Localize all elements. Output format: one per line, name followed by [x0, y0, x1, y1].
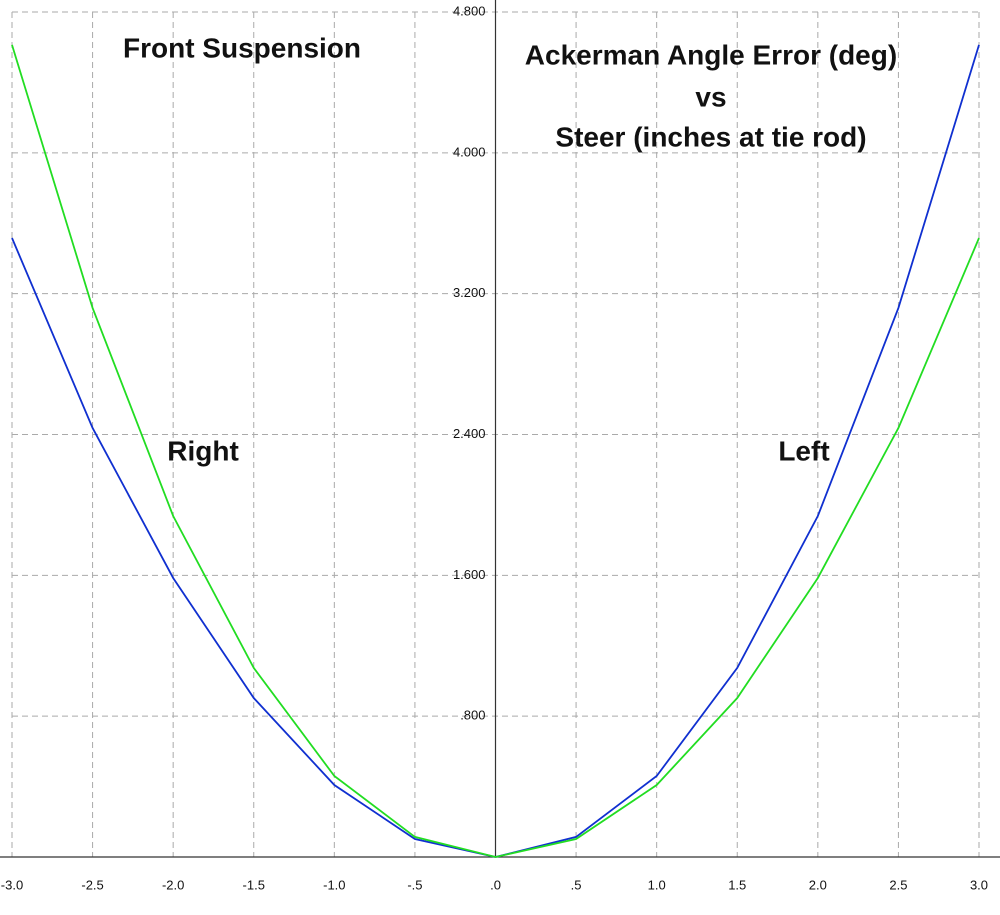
x-tick-label: -1.5: [243, 877, 265, 892]
x-tick-label: -.5: [407, 877, 422, 892]
y-tick-label: .800: [460, 708, 485, 723]
x-tick-label: 3.0: [970, 877, 988, 892]
annotation: Ackerman Angle Error (deg): [525, 39, 897, 70]
annotation: Steer (inches at tie rod): [555, 121, 866, 152]
x-tick-label: 1.5: [728, 877, 746, 892]
annotation: Front Suspension: [123, 32, 361, 63]
x-tick-label: .0: [490, 877, 501, 892]
series-line: [11, 44, 980, 858]
x-tick-label: 2.0: [809, 877, 827, 892]
annotation: Right: [167, 435, 239, 466]
annotation: Left: [778, 435, 829, 466]
x-tick-label: .5: [571, 877, 582, 892]
x-tick-label: -3.0: [1, 877, 23, 892]
x-tick-label: -2.5: [81, 877, 103, 892]
y-tick-label: 2.400: [453, 426, 486, 441]
x-tick-label: -1.0: [323, 877, 345, 892]
y-tick-label: 1.600: [453, 567, 486, 582]
x-tick-label: 1.0: [648, 877, 666, 892]
y-tick-label: 4.000: [453, 144, 486, 159]
x-tick-label: -2.0: [162, 877, 184, 892]
y-tick-label: 4.800: [453, 3, 486, 18]
annotation: vs: [695, 81, 726, 112]
x-tick-label: 2.5: [889, 877, 907, 892]
y-tick-label: 3.200: [453, 285, 486, 300]
